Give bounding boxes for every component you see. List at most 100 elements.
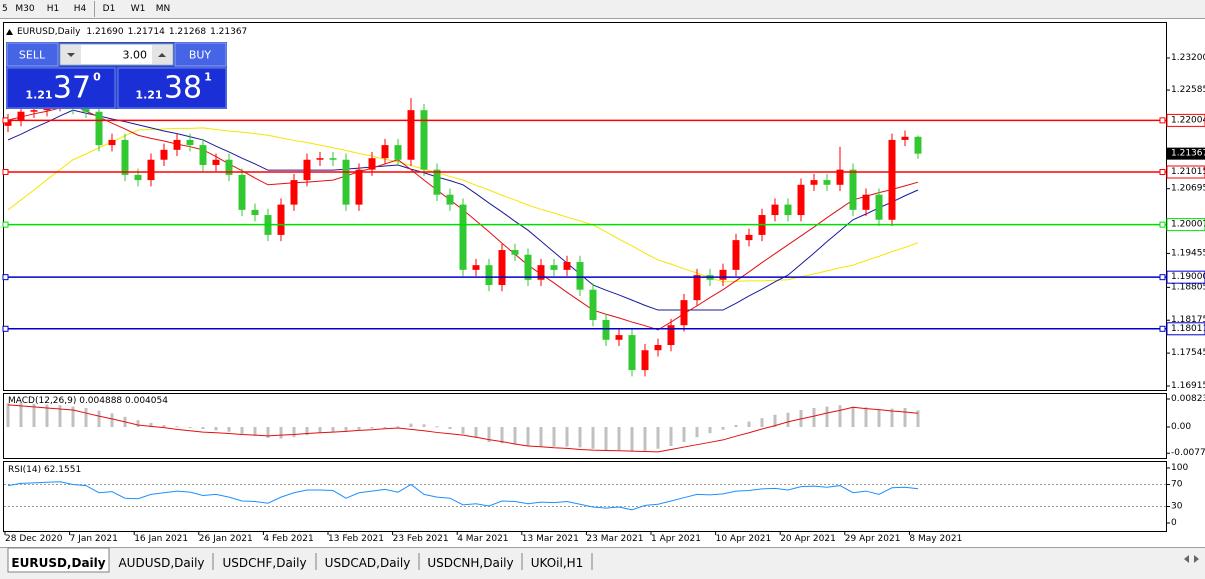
- timeframe-button[interactable]: W1: [131, 4, 146, 14]
- level-handle: [1159, 221, 1166, 228]
- macd-bar: [214, 426, 218, 431]
- arrow-up: [158, 53, 166, 57]
- x-tick-label: 26 Jan 2021: [199, 534, 253, 544]
- buy-button[interactable]: [174, 42, 227, 67]
- level-handle: [1159, 117, 1166, 124]
- candle-body: [563, 262, 571, 270]
- sell-label[interactable]: SELL: [19, 49, 46, 62]
- candle-body: [498, 250, 506, 285]
- macd-bar: [656, 426, 660, 449]
- buy-price-box[interactable]: [117, 67, 227, 109]
- level-handle: [2, 169, 9, 176]
- x-tick-label: 20 Apr 2021: [780, 534, 836, 544]
- macd-bar: [19, 403, 23, 427]
- candle-body: [277, 204, 285, 235]
- candle-body: [888, 139, 896, 220]
- candle-body: [108, 139, 116, 146]
- candle-body: [394, 145, 402, 160]
- candle-body: [446, 194, 454, 205]
- y-tick-label: 1.20695: [1171, 184, 1205, 194]
- candle-body: [524, 254, 532, 280]
- current-price-box: [1167, 147, 1205, 160]
- macd-bar: [695, 426, 699, 438]
- candle-body: [173, 139, 181, 150]
- timeframe-button[interactable]: D1: [103, 4, 116, 14]
- candle-body: [797, 184, 805, 216]
- lots-value[interactable]: 3.00: [123, 49, 148, 62]
- buy-price-prefix: 1.21: [135, 89, 162, 102]
- candle-body: [875, 194, 883, 220]
- x-tick-label: 29 Apr 2021: [845, 534, 901, 544]
- macd-bar: [773, 414, 777, 427]
- x-tick-label: 23 Feb 2021: [393, 534, 449, 544]
- tab[interactable]: EURUSD,Daily: [11, 556, 105, 570]
- buy-price-main: 38: [164, 71, 202, 106]
- tab[interactable]: UKOil,H1: [531, 556, 584, 570]
- macd-bar: [6, 403, 10, 427]
- macd-bar: [45, 404, 49, 427]
- level-handle: [1159, 169, 1166, 176]
- candle-body: [199, 145, 207, 165]
- candle-body: [862, 194, 870, 210]
- collapse-arrow[interactable]: [6, 29, 13, 35]
- candle-body: [602, 319, 610, 340]
- moving-average: [7, 127, 919, 283]
- tab[interactable]: AUDUSD,Daily: [118, 556, 204, 570]
- macd-bar: [734, 424, 738, 427]
- x-tick-label: 4 Feb 2021: [263, 534, 313, 544]
- macd-bar: [565, 426, 569, 447]
- y-tick-label: 1.18175: [1171, 315, 1205, 325]
- tab[interactable]: USDCNH,Daily: [427, 556, 513, 570]
- candle-body: [368, 158, 376, 170]
- timeframe-button[interactable]: H4: [74, 4, 87, 14]
- rsi-frame: [3, 461, 1167, 532]
- sell-price-box[interactable]: [6, 67, 116, 109]
- chart-header: EURUSD,Daily 1.21690 1.21714 1.21268 1.21367: [17, 27, 247, 37]
- macd-bar: [591, 426, 595, 449]
- candle-body: [901, 136, 909, 140]
- timeframe-button[interactable]: M30: [15, 4, 34, 14]
- macd-bar: [864, 407, 868, 427]
- sell-button[interactable]: [6, 42, 59, 67]
- tab-scroll-right[interactable]: [1194, 555, 1199, 563]
- macd-signal: [7, 404, 919, 453]
- candle-body: [615, 335, 623, 340]
- level-label: 1.21015: [1171, 167, 1205, 177]
- buy-label[interactable]: BUY: [189, 49, 212, 62]
- macd-bar: [630, 426, 634, 452]
- level-handle: [2, 325, 9, 332]
- timeframe-button[interactable]: H1: [47, 4, 60, 14]
- candle-body: [407, 110, 415, 160]
- x-tick-label: 23 Mar 2021: [586, 534, 643, 544]
- candle-body: [186, 139, 194, 146]
- tab-scroll-left[interactable]: [1184, 555, 1189, 563]
- candle-body: [511, 250, 519, 255]
- tab[interactable]: USDCAD,Daily: [325, 556, 411, 570]
- timeframe-button[interactable]: 5: [2, 4, 8, 14]
- macd-bar: [97, 410, 101, 427]
- macd-bar: [266, 426, 270, 438]
- tab-active[interactable]: [7, 547, 110, 573]
- macd-bar: [500, 426, 504, 444]
- candle-body: [134, 174, 142, 181]
- macd-bar: [162, 424, 166, 427]
- x-tick-label: 7 Jan 2021: [70, 534, 118, 544]
- level-handle: [1159, 274, 1166, 281]
- candle-body: [147, 159, 155, 181]
- macd-bar: [84, 407, 88, 427]
- macd-bar: [708, 426, 712, 434]
- lots-input[interactable]: [59, 43, 174, 66]
- candle-body: [17, 111, 25, 121]
- macd-bar: [396, 426, 400, 428]
- timeframe-button[interactable]: MN: [156, 4, 171, 14]
- macd-bar: [669, 426, 673, 447]
- level-label: 1.19000: [1171, 272, 1205, 282]
- macd-bar: [201, 426, 205, 430]
- candle-body: [784, 204, 792, 216]
- x-tick-label: 13 Feb 2021: [328, 534, 384, 544]
- level-label: 1.22004: [1171, 115, 1205, 125]
- macd-bar: [32, 403, 36, 427]
- tab[interactable]: USDCHF,Daily: [222, 556, 306, 570]
- candle-body: [433, 169, 441, 195]
- candle-body: [342, 159, 350, 205]
